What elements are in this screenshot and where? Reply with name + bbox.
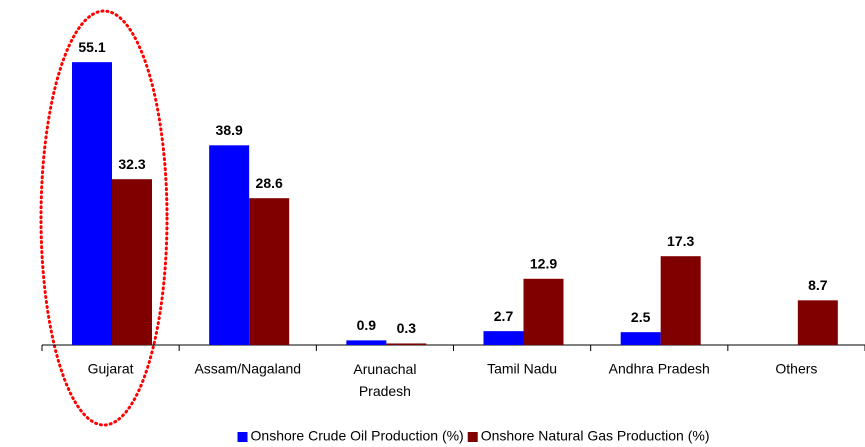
bar: [620, 332, 661, 345]
data-label: 0.9: [357, 317, 377, 333]
highlight-ellipse: [39, 9, 169, 427]
data-label: 55.1: [78, 39, 105, 55]
bar: [386, 343, 427, 345]
data-label: 2.5: [631, 309, 651, 325]
legend-label: Onshore Crude Oil Production (%): [251, 428, 464, 444]
bar: [72, 62, 112, 346]
legend-label: Onshore Natural Gas Production (%): [481, 428, 710, 444]
legend-swatch: [237, 432, 248, 442]
bar: [209, 145, 250, 345]
bar: [797, 300, 838, 345]
data-label: 0.3: [397, 320, 417, 336]
x-tick-label: Andhra Pradesh: [609, 361, 710, 377]
data-label: 17.3: [667, 233, 694, 249]
bar: [249, 198, 290, 345]
data-label: 32.3: [118, 156, 145, 172]
x-tick-label: Gujarat: [88, 361, 134, 377]
x-tick-label: Arunachal Pradesh: [353, 361, 416, 399]
x-tick-label: Tamil Nadu: [487, 361, 557, 377]
bar: [523, 278, 564, 345]
data-label: 38.9: [216, 122, 243, 138]
bar: [112, 179, 152, 345]
bar: [346, 340, 387, 345]
bar: [483, 331, 524, 345]
data-label: 12.9: [530, 255, 557, 271]
bar: [660, 256, 701, 345]
data-label: 8.7: [808, 277, 828, 293]
x-tick-label: Others: [775, 361, 817, 377]
legend-swatch: [467, 432, 478, 442]
data-label: 2.7: [494, 308, 514, 324]
data-label: 28.6: [256, 175, 283, 191]
x-tick-label: Assam/Nagaland: [194, 361, 301, 377]
